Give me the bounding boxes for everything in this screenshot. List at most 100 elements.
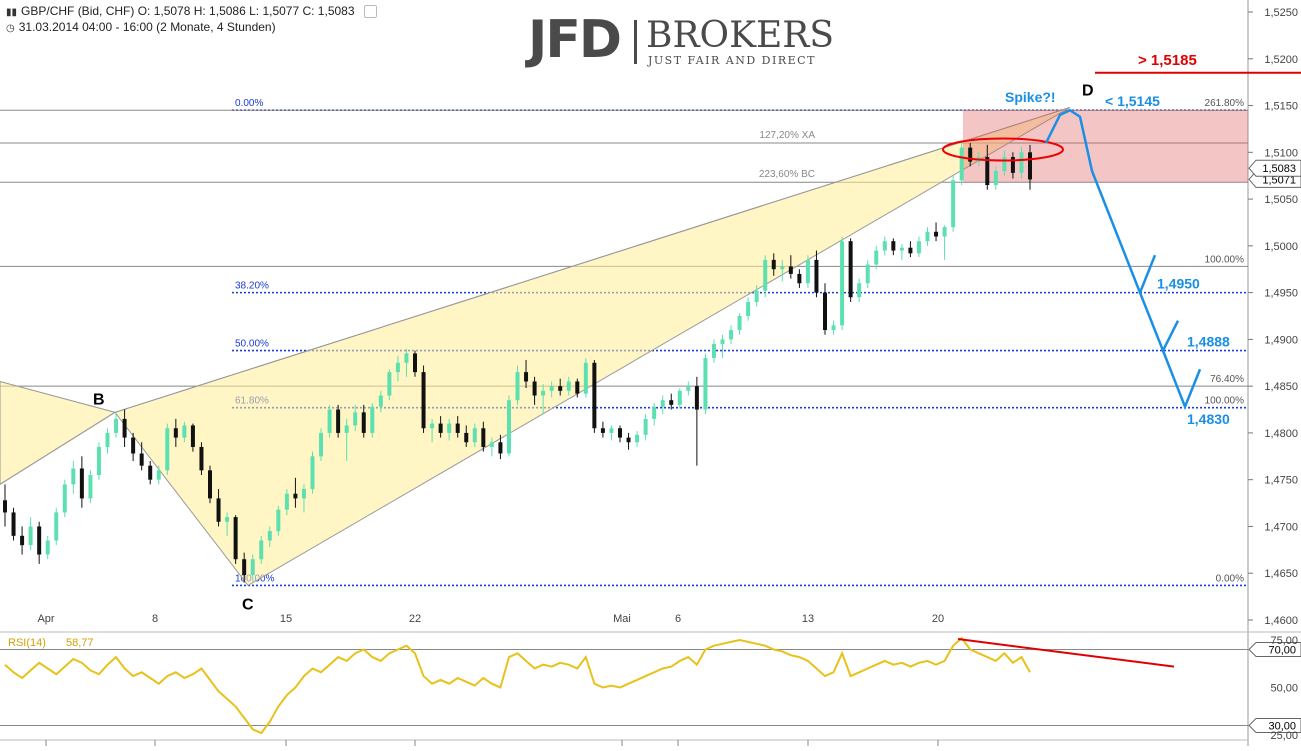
- candle-body: [225, 517, 230, 522]
- x-tick-label: 20: [932, 613, 944, 625]
- candle-body: [925, 231, 930, 242]
- candle-body: [959, 147, 964, 181]
- price-tag-secondary: 1,5071: [1262, 174, 1296, 186]
- candle-body: [37, 526, 42, 555]
- projection-path-3: [1161, 350, 1202, 411]
- projection-path-2: [1138, 292, 1180, 354]
- candle-body: [660, 400, 665, 407]
- d-level-label: < 1,5145: [1105, 93, 1160, 109]
- candle-body: [729, 330, 734, 340]
- candle-body: [797, 273, 802, 284]
- candle-body: [814, 259, 819, 293]
- candle-body: [754, 290, 759, 302]
- rsi-value: 58,77: [66, 637, 94, 649]
- y-tick-label: 1,4850: [1264, 381, 1298, 393]
- rsi-tick-label: 25,00: [1270, 730, 1298, 742]
- candle-body: [626, 437, 631, 443]
- y-tick-label: 1,4700: [1264, 521, 1298, 533]
- candle-body: [489, 442, 494, 447]
- target-3-label: 1,4830: [1187, 411, 1230, 427]
- candle-body: [156, 470, 161, 480]
- candle-body: [600, 428, 605, 433]
- candle-body: [1019, 152, 1024, 173]
- y-tick-label: 1,4900: [1264, 334, 1298, 346]
- candle-body: [336, 409, 341, 433]
- candle-body: [882, 241, 887, 251]
- candle-body: [421, 372, 426, 429]
- candle-body: [993, 171, 998, 186]
- candle-body: [831, 325, 836, 331]
- rsi-level-box: [1248, 718, 1301, 733]
- candle-body: [805, 259, 810, 284]
- fib-extension-label: 100.00%: [1205, 254, 1245, 265]
- candle-body: [916, 241, 921, 254]
- instrument-header: ▮▮ GBP/CHF (Bid, CHF) O: 1,5078 H: 1,5086…: [6, 4, 377, 19]
- candle-body: [430, 423, 435, 429]
- fib-level-label: 50.00%: [235, 339, 269, 350]
- candle-body: [558, 386, 563, 391]
- fib-level-label: 0.00%: [235, 98, 263, 109]
- candle-body: [857, 283, 862, 298]
- candle-body: [11, 512, 16, 536]
- candle-body: [481, 428, 486, 447]
- pattern-leg: [114, 106, 1071, 413]
- candle-body: [746, 301, 751, 316]
- brand-logo: JFD BROKERS JUST FAIR AND DIRECT: [528, 14, 834, 74]
- prz-zone: [963, 110, 1248, 183]
- ohlc-readout: GBP/CHF (Bid, CHF) O: 1,5078 H: 1,5086 L…: [21, 4, 355, 18]
- price-tag-current-box: [1248, 159, 1301, 177]
- candle-body: [71, 468, 76, 485]
- settings-icon[interactable]: [363, 5, 377, 19]
- candle-body: [618, 428, 622, 438]
- x-tick-label: 15: [280, 613, 292, 625]
- candle-body: [703, 358, 708, 410]
- candle-body: [173, 428, 178, 438]
- logo-tagline: JUST FAIR AND DIRECT: [648, 54, 816, 67]
- candle-body: [737, 316, 742, 331]
- candle-body: [447, 423, 452, 433]
- x-tick-label: 6: [675, 613, 681, 625]
- candle-body: [361, 412, 366, 433]
- rsi-title: RSI(14): [8, 637, 46, 649]
- y-tick-label: 1,4800: [1264, 428, 1298, 440]
- rsi-level-label: 70,00: [1268, 645, 1296, 657]
- x-tick-label: 8: [152, 613, 158, 625]
- candle-body: [720, 339, 725, 345]
- candle-body: [378, 395, 383, 407]
- candle-body: [413, 353, 417, 373]
- candle-body: [566, 381, 571, 391]
- grey-level-label: 223,60% BC: [759, 169, 815, 180]
- candle-body: [934, 231, 939, 237]
- candle-body: [344, 425, 349, 433]
- candle-body: [370, 406, 375, 433]
- candle-body: [165, 428, 170, 471]
- candle-body: [62, 484, 67, 513]
- candle-body: [763, 259, 768, 291]
- candle-body: [310, 456, 315, 490]
- point-label-c: C: [242, 596, 254, 613]
- candle-body: [464, 432, 469, 443]
- fib-extension-label: 261.80%: [1205, 98, 1245, 109]
- candle-body: [20, 535, 25, 546]
- candle-body: [1028, 152, 1032, 180]
- y-tick-label: 1,4650: [1264, 568, 1298, 580]
- candle-body: [583, 362, 588, 394]
- candle-body: [395, 362, 400, 373]
- candle-body: [267, 531, 272, 541]
- candle-body: [114, 418, 119, 433]
- candle-body: [54, 512, 59, 541]
- candle-body: [148, 465, 153, 480]
- candle-body: [122, 418, 127, 438]
- candle-body: [404, 353, 409, 363]
- period-header: ◷ 31.03.2014 04:00 - 16:00 (2 Monate, 4 S…: [6, 20, 276, 34]
- logo-brokers-text: BROKERS: [646, 15, 835, 56]
- candle-body: [711, 344, 716, 359]
- candle-body: [541, 390, 546, 396]
- candle-body: [780, 266, 785, 270]
- candle-body: [652, 406, 657, 419]
- candle-body: [908, 247, 913, 254]
- fib-extension-label: 76.40%: [1210, 374, 1244, 385]
- rsi-tick-label: 75,00: [1270, 635, 1298, 647]
